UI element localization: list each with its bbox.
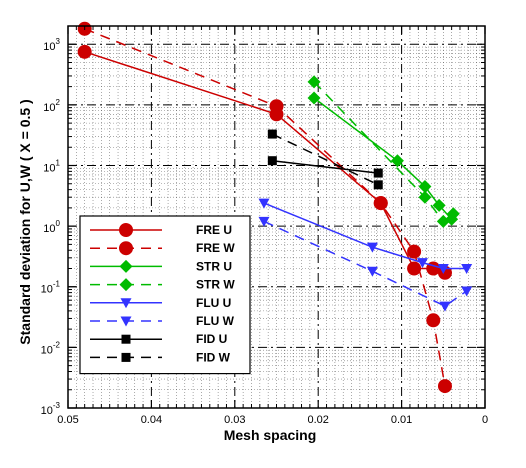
data-point-fre-w [408,245,421,258]
legend-label-str-w: STR W [196,278,235,292]
legend-label-fid-w: FID W [196,350,231,364]
legend-label-fre-u: FRE U [196,223,232,237]
x-tick-label: 0 [482,414,488,426]
legend-label-str-u: STR U [196,259,232,273]
x-tick-label: 0.03 [224,414,245,426]
x-tick-label: 0.04 [141,414,162,426]
data-point-fid-u [374,169,383,178]
data-point-fre-w [427,314,440,327]
data-point-fid-w [268,130,277,139]
data-point-fre-u [78,45,91,58]
legend-marker-fid-w [122,353,131,362]
data-point-fre-w [374,197,387,210]
legend-label-fre-w: FRE W [196,241,235,255]
legend: FRE U FRE W STR U STR W FLU U FLU W FID U FID W [80,216,250,374]
legend-label-flu-w: FLU W [196,314,235,328]
x-axis-title: Mesh spacing [224,427,317,443]
legend-marker-fre-u [120,224,133,237]
data-point-fre-w [270,100,283,113]
legend-marker-fre-w [120,242,133,255]
legend-marker-fid-u [122,335,131,344]
x-tick-label: 0.02 [307,414,328,426]
legend-label-fid-u: FID U [196,332,227,346]
data-point-fid-u [268,156,277,165]
data-point-fre-w [438,380,451,393]
x-tick-label: 0.01 [391,414,412,426]
data-point-fid-w [374,180,383,189]
y-axis-title: Standard deviation for U,W ( X = 0.5 ) [17,99,33,344]
legend-label-flu-u: FLU U [196,296,231,310]
x-tick-label: 0.05 [57,414,78,426]
